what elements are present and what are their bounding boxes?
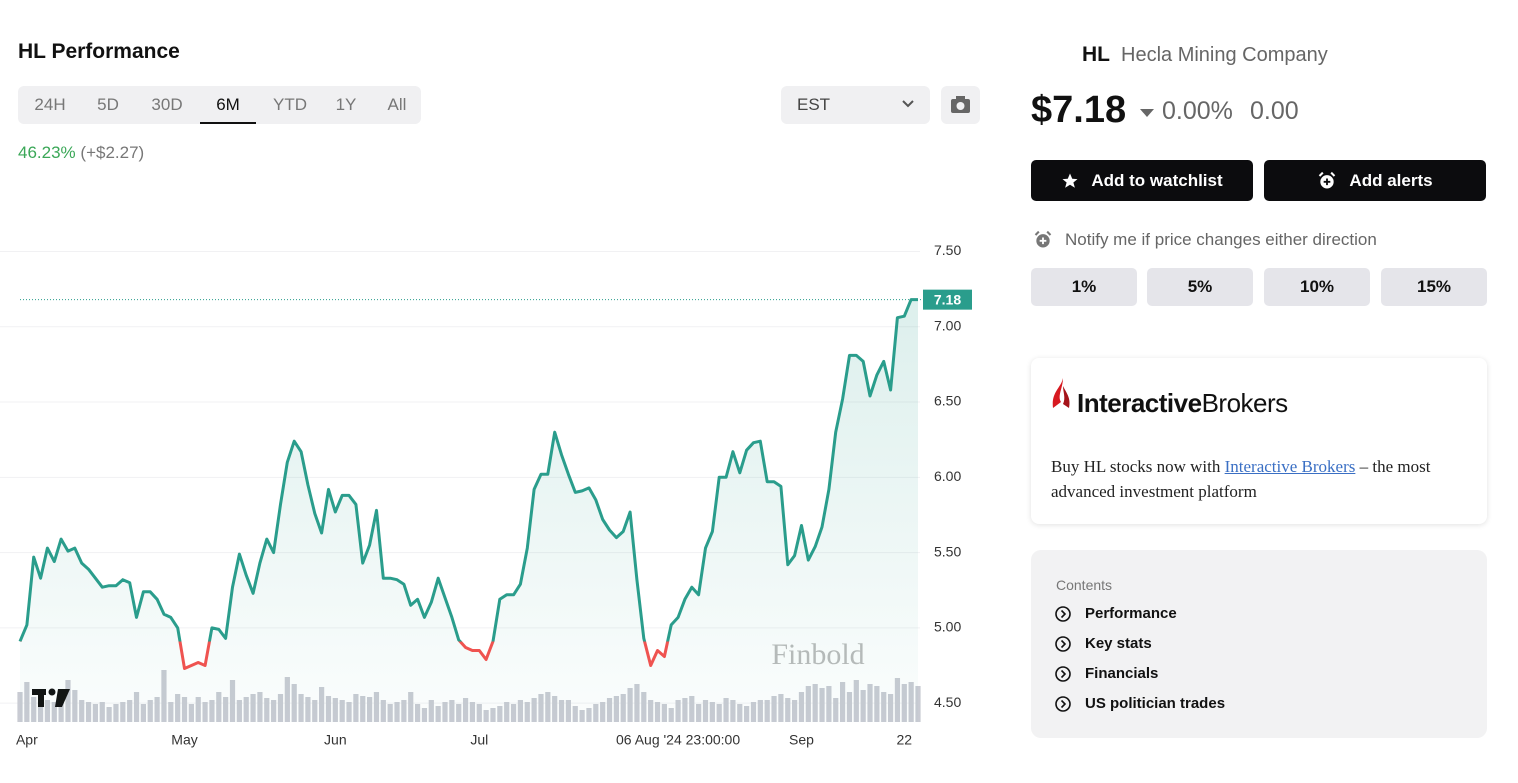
contents-item[interactable]: Key stats <box>1055 635 1152 652</box>
arrow-icon <box>1055 695 1071 712</box>
notify-text: Notify me if price changes either direct… <box>1065 230 1377 249</box>
threshold-button[interactable]: 10% <box>1264 268 1370 306</box>
change-percent: 46.23% <box>18 143 76 162</box>
contents-item[interactable]: Financials <box>1055 665 1158 682</box>
page-title: HL Performance <box>18 40 180 63</box>
alarm-icon <box>1034 230 1052 248</box>
x-tick-label: Apr <box>16 732 38 748</box>
arrow-icon <box>1055 605 1071 622</box>
y-tick-label: 6.50 <box>934 393 961 409</box>
company-name: Hecla Mining Company <box>1121 44 1328 66</box>
range-tab[interactable]: 30D <box>151 95 183 114</box>
contents-title: Contents <box>1056 577 1113 593</box>
watchlist-button[interactable]: Add to watchlist <box>1031 160 1253 201</box>
range-tab[interactable]: All <box>387 95 407 114</box>
contents-item[interactable]: Performance <box>1055 605 1177 622</box>
x-tick-label: May <box>171 732 197 748</box>
notify-row: Notify me if price changes either direct… <box>1033 230 1377 250</box>
brand-bold: Interactive <box>1077 388 1202 418</box>
contents-label: US politician trades <box>1085 695 1226 712</box>
ib-logo-text: InteractiveBrokers <box>1077 388 1288 419</box>
last-price-label: 7.18 <box>934 291 961 307</box>
chevron-icon <box>902 100 914 108</box>
timezone-select[interactable]: EST <box>781 86 930 124</box>
x-tick-label: 22 <box>897 732 913 748</box>
quote-change: 0.00 <box>1250 97 1299 125</box>
alerts-button[interactable]: Add alerts <box>1264 160 1486 201</box>
ad-text-before: Buy HL stocks now with <box>1051 457 1225 476</box>
range-tab[interactable]: YTD <box>273 95 307 114</box>
performance-change: 46.23% (+$2.27) <box>18 143 144 163</box>
ad-text: Buy HL stocks now with Interactive Broke… <box>1051 454 1461 504</box>
y-tick-label: 4.50 <box>934 694 961 710</box>
star-icon <box>1062 173 1078 188</box>
camera-icon <box>951 96 970 113</box>
y-tick-label: 6.00 <box>934 468 961 484</box>
quote-change-percent: 0.00% <box>1162 97 1233 125</box>
price-line-down <box>20 641 670 670</box>
contents-label: Financials <box>1085 665 1159 682</box>
contents-box: Contents Performance Key stats Financial… <box>1031 550 1487 738</box>
ib-logo-mark <box>1052 378 1070 408</box>
ad-card: InteractiveBrokers Buy HL stocks now wit… <box>1031 358 1487 524</box>
price-line <box>18 298 918 642</box>
range-tab[interactable]: 1Y <box>335 95 357 114</box>
x-tick-label: Jul <box>470 732 488 748</box>
brand: Brokers <box>1201 388 1289 418</box>
y-tick-label: 5.00 <box>934 619 961 635</box>
contents-label: Key stats <box>1085 635 1152 652</box>
contents-label: Performance <box>1085 605 1177 622</box>
change-amount: (+$2.27) <box>80 143 145 162</box>
ad-text-after: – the most advanced investment platform <box>1051 457 1431 501</box>
screenshot-button[interactable] <box>941 86 980 124</box>
range-tab[interactable]: 6M <box>200 86 256 124</box>
range-tab[interactable]: 5D <box>97 95 119 114</box>
range-tab[interactable]: 24H <box>34 95 66 114</box>
chart: 4.505.005.506.006.507.007.50Finbold AprM… <box>0 242 972 748</box>
range-tabs: 24H 5D 30D 6M YTD 1Y All <box>18 86 421 124</box>
contents-item[interactable]: US politician trades <box>1055 695 1225 712</box>
threshold-button[interactable]: 5% <box>1147 268 1253 306</box>
threshold-button[interactable]: 1% <box>1031 268 1137 306</box>
threshold-button[interactable]: 15% <box>1381 268 1487 306</box>
arrow-icon <box>1055 635 1071 652</box>
y-tick-label: 5.50 <box>934 543 961 559</box>
y-tick-label: 7.50 <box>934 242 961 258</box>
down-arrow <box>1140 109 1154 117</box>
last-price-tag <box>923 289 972 310</box>
price: $7.18 <box>1031 89 1127 131</box>
x-tick-label: Sep <box>789 732 814 748</box>
symbol: HL <box>1082 43 1110 66</box>
x-tick-label: 06 Aug '24 23:00:00 <box>616 732 740 748</box>
timezone-value: EST <box>797 95 831 114</box>
alerts-label: Add alerts <box>1349 170 1433 190</box>
arrow-icon <box>1055 665 1071 682</box>
x-tick-label: Jun <box>324 732 347 748</box>
ad-link[interactable]: Interactive Brokers <box>1224 457 1356 476</box>
area-fill <box>20 299 918 722</box>
y-tick-label: 7.00 <box>934 317 961 333</box>
watchlist-label: Add to watchlist <box>1091 170 1223 190</box>
alarm-icon <box>1319 171 1336 188</box>
